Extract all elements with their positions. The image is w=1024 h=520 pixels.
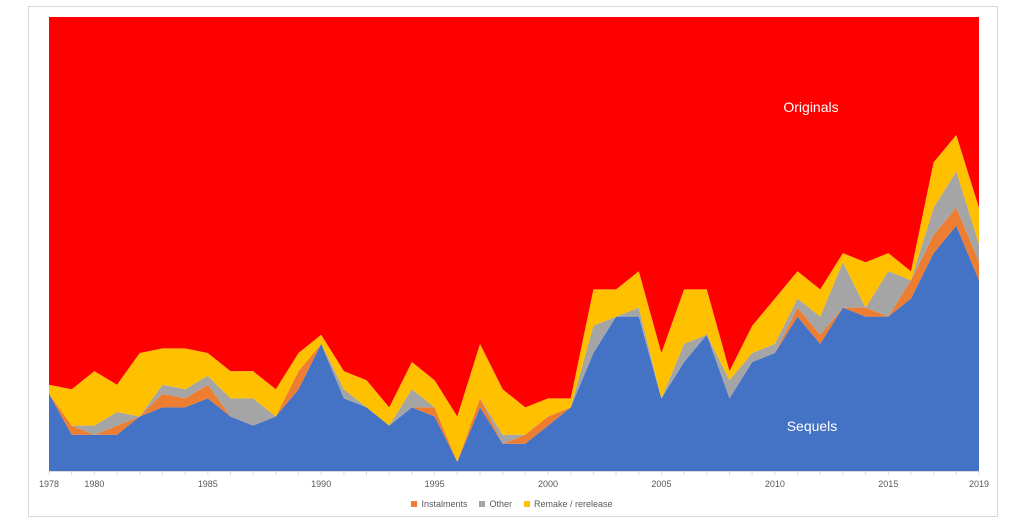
x-tick-label: 1978 <box>39 479 59 489</box>
legend-item-instalments: Instalments <box>411 499 467 509</box>
annotation-originals: Originals <box>783 99 838 115</box>
x-tick-label: 2010 <box>765 479 785 489</box>
annotation-sequels: Sequels <box>787 418 838 434</box>
x-tick-label: 2000 <box>538 479 558 489</box>
legend-label-remake: Remake / rerelease <box>534 499 613 509</box>
legend-item-remake: Remake / rerelease <box>524 499 613 509</box>
x-tick-label: 1980 <box>84 479 104 489</box>
x-axis-ticks: 1978 1980 1985 1990 1995 2000 2005 2010 2015 2019 <box>39 471 989 489</box>
x-tick-label: 2019 <box>969 479 989 489</box>
legend-swatch-instalments <box>411 501 418 507</box>
x-tick-label: 1995 <box>425 479 445 489</box>
legend-label-other: Other <box>489 499 512 509</box>
chart-legend: Instalments Other Remake / rerelease <box>0 497 1024 511</box>
area-remake <box>49 135 979 462</box>
x-tick-label: 1985 <box>198 479 218 489</box>
area-originals <box>49 17 979 417</box>
legend-label-instalments: Instalments <box>421 499 468 509</box>
area-sequels <box>49 225 979 471</box>
legend-item-other: Other <box>479 499 512 509</box>
x-tick-label: 2015 <box>878 479 898 489</box>
legend-swatch-other <box>479 501 486 507</box>
x-tick-label: 1990 <box>311 479 331 489</box>
x-tick-label: 2005 <box>651 479 671 489</box>
area-series-group <box>49 17 979 471</box>
legend-swatch-remake <box>524 501 530 507</box>
